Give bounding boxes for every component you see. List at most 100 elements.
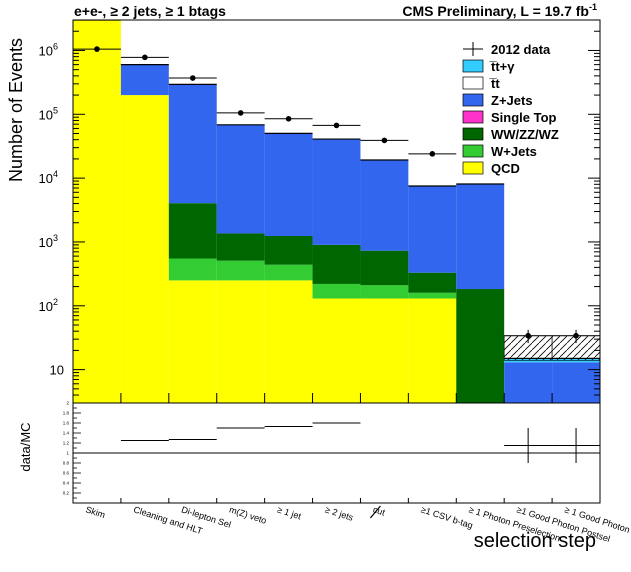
y-tick-label-exponent: 3 (53, 233, 58, 243)
bar-WWZZWZ-2 (168, 203, 217, 259)
legend-swatch (462, 161, 484, 175)
x-tick-label-3: m(Z) veto (228, 504, 268, 525)
data-point-5 (333, 122, 340, 129)
x-tick-label-0: Skim (84, 504, 106, 520)
y-tick-label-exponent: 6 (53, 41, 58, 51)
ratio-y-tick-label: 0.2 (63, 491, 70, 496)
bar-QCD-6 (360, 298, 409, 403)
bar-ZJets-8 (456, 184, 505, 290)
bar-WWZZWZ-6 (360, 250, 409, 286)
y-tick-label: 103 (39, 233, 58, 250)
ratio-axis-label: data/MC (18, 422, 33, 471)
cut-slash-symbol (369, 505, 381, 519)
y-tick-label-base: 10 (50, 363, 64, 378)
legend-entry: W+Jets (491, 144, 537, 159)
data-point-1 (142, 54, 148, 61)
ratio-y-tick-label: 0.4 (63, 481, 70, 486)
x-tick-label-6: cut (372, 504, 387, 517)
channel-label: e+e-, ≥ 2 jets, ≥ 1 btags (74, 3, 226, 19)
bar-QCD-5 (312, 298, 361, 403)
legend-entry: Single Top (491, 110, 557, 125)
bar-ZJets-7 (408, 185, 457, 273)
bar-QCD-1 (120, 95, 169, 403)
bar-ZJets-5 (312, 139, 361, 245)
bar-QCD-3 (216, 280, 265, 403)
y-tick-label-exponent: 2 (53, 297, 58, 307)
legend-entry: t̅t+γ (489, 59, 515, 74)
data-points (73, 46, 600, 344)
y-tick-label: 105 (39, 105, 58, 122)
legend-entry: 2012 data (491, 42, 551, 57)
bar-ZJets-4 (264, 133, 313, 236)
legend-swatch (462, 76, 484, 90)
x-tick-label-5: ≥ 2 jets (324, 504, 355, 523)
ratio-y-tick-label: 0.6 (63, 471, 70, 476)
data-point-9 (525, 332, 531, 339)
ratio-y-tick-label: 1 (66, 451, 69, 456)
legend-swatch (462, 110, 484, 124)
y-tick-label: 106 (39, 41, 58, 58)
bar-WWZZWZ-8 (456, 289, 505, 403)
bar-QCD-4 (264, 280, 313, 403)
ratio-y-tick-label: 1.4 (63, 431, 70, 436)
experiment-label-main: CMS Preliminary, L = 19.7 fb (402, 3, 589, 19)
data-point-0 (94, 46, 100, 52)
ratio-y-tick-label: 1.8 (63, 411, 70, 416)
bar-ZJets-1 (120, 64, 169, 96)
legend-swatch (462, 144, 484, 158)
ratio-y-tick-label: 2 (66, 401, 69, 406)
stack-layer (73, 20, 600, 403)
bar-WJets-2 (168, 258, 217, 281)
legend-swatch (462, 93, 484, 107)
bar-WWZZWZ-3 (216, 233, 265, 261)
y-tick-label: 102 (39, 297, 58, 314)
data-point-6 (381, 137, 388, 144)
bar-WJets-4 (264, 264, 313, 281)
ratio-y-tick-label: 1.6 (63, 421, 70, 426)
bar-ZJets-2 (168, 84, 217, 204)
bar-WJets-6 (360, 285, 409, 299)
ratio-y-tick-label: 1.2 (63, 441, 70, 446)
bar-QCD-0 (73, 20, 121, 403)
bar-WJets-5 (312, 283, 361, 299)
y-tick-label: 104 (39, 169, 58, 186)
legend-swatch (462, 127, 484, 141)
y-tick-label-base: 10 (39, 299, 53, 314)
legend-entry: WW/ZZ/WZ (491, 127, 559, 142)
x-axis-label: selection step (474, 530, 596, 552)
bar-WWZZWZ-4 (264, 235, 313, 265)
x-tick-label-4: ≥ 1 jet (276, 504, 303, 521)
data-point-10 (573, 332, 579, 339)
y-tick-label-base: 10 (39, 235, 53, 250)
y-tick-label-exponent: 4 (53, 169, 58, 179)
y-tick-label-base: 10 (39, 171, 53, 186)
bar-QCD-7 (408, 298, 457, 403)
legend: 2012 data t̅t+γ t̅t Z+Jets Single Top WW/ZZ/W… (462, 42, 559, 176)
bar-WJets-7 (408, 292, 457, 299)
bar-ZJets-10 (552, 362, 600, 403)
bar-WWZZWZ-5 (312, 244, 361, 284)
data-point-2 (189, 75, 196, 81)
y-tick-label-exponent: 5 (53, 105, 58, 115)
data-point-4 (285, 115, 292, 122)
bar-ZJets-6 (360, 159, 409, 251)
experiment-label: CMS Preliminary, L = 19.7 fb-1 (402, 2, 597, 19)
legend-entry: QCD (491, 161, 520, 176)
bar-QCD-2 (168, 280, 217, 403)
bar-ZJets-9 (504, 362, 553, 403)
bar-ZJets-3 (216, 124, 265, 234)
y-axis-label: Number of Events (6, 38, 26, 182)
x-tick-label-7: ≥1 CSV b-tag (420, 504, 474, 530)
ratio-y-tick-label: 0.8 (63, 461, 70, 466)
bar-WJets-3 (216, 260, 265, 281)
ratio-panel: 0.2 0.4 0.6 0.8 1 1.2 1.4 1.6 1.8 2 (63, 401, 601, 504)
experiment-label-exponent: -1 (589, 2, 597, 12)
legend-entry: t̅t (489, 76, 500, 91)
y-tick-label-base: 10 (39, 107, 53, 122)
data-point-3 (237, 110, 244, 116)
y-tick-label: 10 (50, 363, 64, 378)
bar-WWZZWZ-7 (408, 272, 457, 293)
data-point-7 (429, 151, 436, 157)
